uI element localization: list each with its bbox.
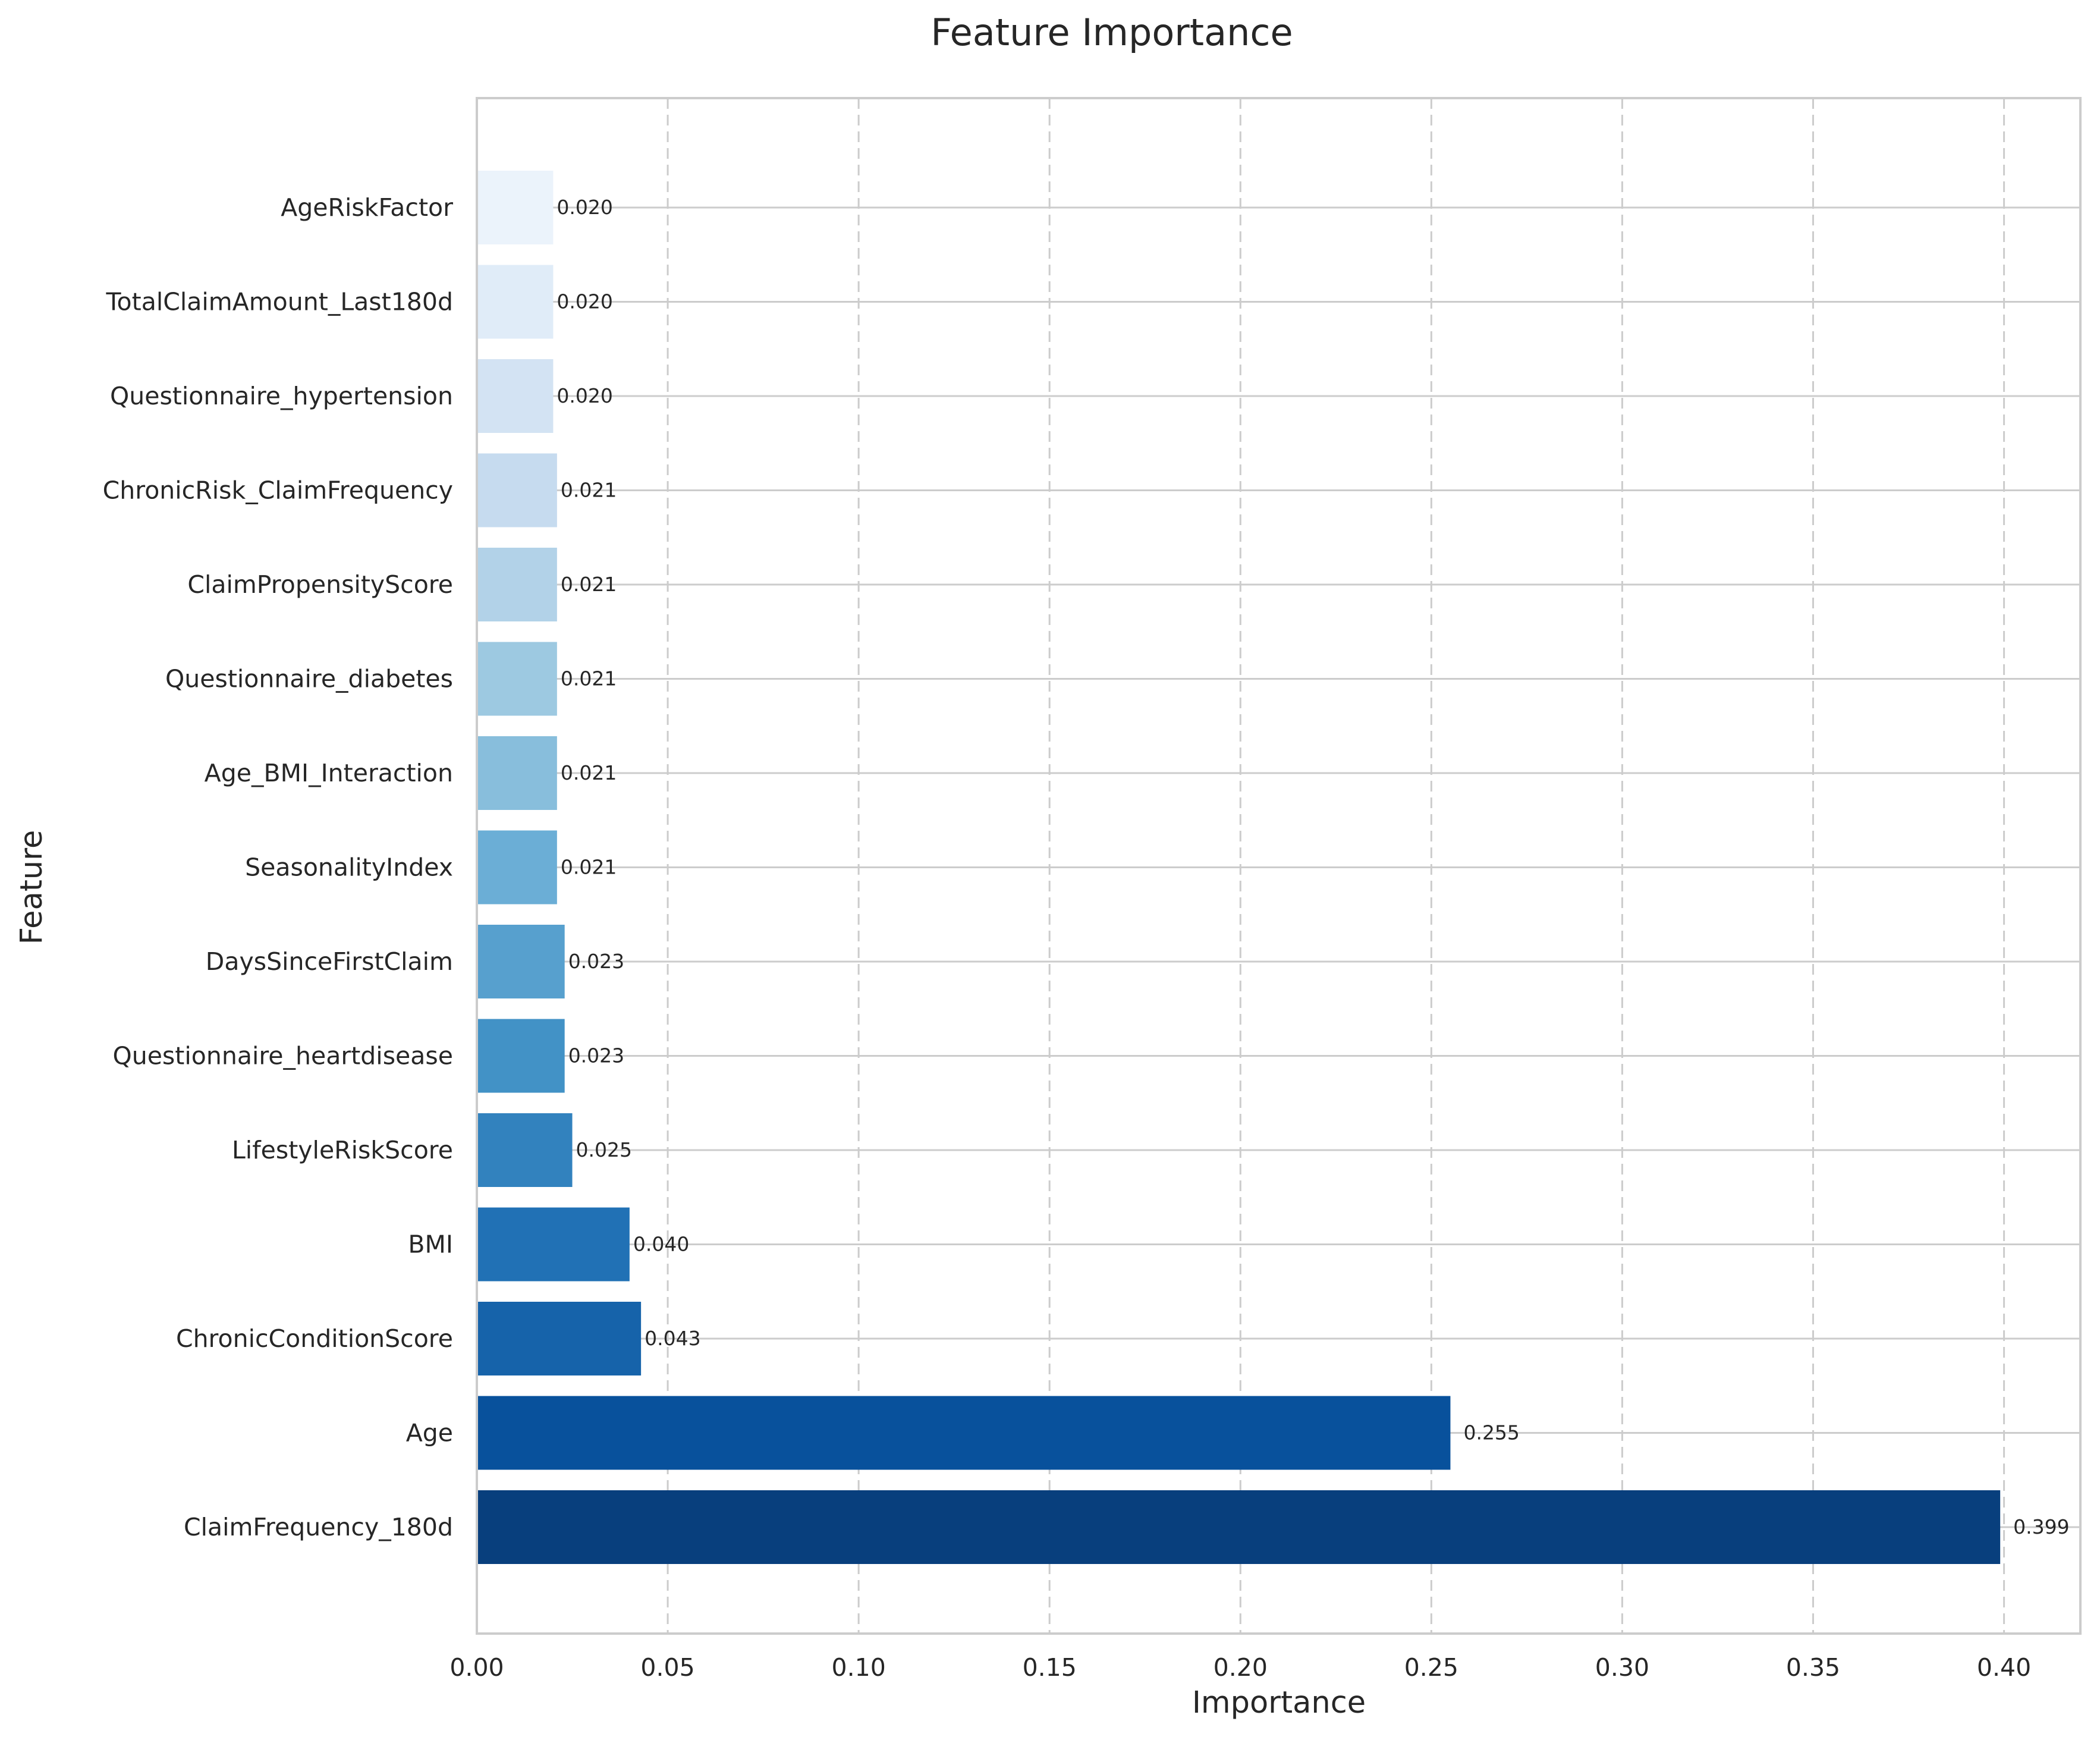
- bar: [477, 359, 554, 433]
- bar-value-label: 0.023: [568, 1044, 624, 1067]
- y-tick-label: SeasonalityIndex: [245, 853, 453, 882]
- bar-value-label: 0.021: [561, 479, 617, 502]
- x-tick-label: 0.30: [1595, 1653, 1649, 1682]
- bar: [477, 1396, 1451, 1470]
- x-tick-label: 0.05: [640, 1653, 694, 1682]
- bar: [477, 830, 557, 905]
- bar-value-label: 0.021: [561, 667, 617, 690]
- y-tick-label: Age: [406, 1419, 453, 1447]
- chart-title: Feature Importance: [930, 11, 1293, 54]
- bar-value-label: 0.040: [633, 1233, 689, 1256]
- bars: [477, 171, 2001, 1564]
- bar-value-label: 0.020: [557, 384, 612, 407]
- bar: [477, 171, 554, 244]
- bar-value-label: 0.021: [561, 856, 617, 879]
- bar: [477, 736, 557, 810]
- x-axis-label: Importance: [1192, 1685, 1366, 1720]
- y-tick-label: Questionnaire_heartdisease: [112, 1042, 453, 1070]
- y-tick-label: ChronicConditionScore: [176, 1324, 453, 1353]
- bar-value-label: 0.021: [561, 573, 617, 596]
- bar: [477, 548, 557, 621]
- y-tick-label: BMI: [408, 1230, 453, 1259]
- bar-value-label: 0.255: [1463, 1421, 1519, 1444]
- bar-value-label: 0.021: [561, 761, 617, 784]
- bar-value-label: 0.399: [2013, 1515, 2069, 1538]
- bar: [477, 1490, 2001, 1564]
- y-tick-label: ClaimFrequency_180d: [184, 1513, 453, 1541]
- bar: [477, 453, 557, 527]
- y-tick-label: Questionnaire_hypertension: [110, 382, 453, 410]
- bar-value-label: 0.025: [576, 1138, 632, 1161]
- y-axis-label: Feature: [14, 830, 49, 945]
- y-tick-label: LifestyleRiskScore: [232, 1136, 453, 1164]
- plot-frame: [476, 97, 2082, 1635]
- x-tick-label: 0.20: [1214, 1653, 1268, 1682]
- bar: [477, 925, 565, 998]
- x-tick-label: 0.25: [1404, 1653, 1458, 1682]
- bar-value-labels: 0.399 0.255 0.043 0.040 0.025 0.023 0.023 0.021…: [557, 196, 2069, 1538]
- bar-value-label: 0.023: [568, 950, 624, 973]
- bar-value-label: 0.020: [557, 290, 612, 313]
- y-tick-label: Age_BMI_Interaction: [205, 759, 453, 787]
- y-tick-labels: ClaimFrequency_180d Age ChronicConditionSc…: [103, 193, 453, 1541]
- bar: [477, 1207, 630, 1282]
- bar: [477, 642, 557, 716]
- bar-value-label: 0.043: [645, 1327, 700, 1350]
- y-tick-label: TotalClaimAmount_Last180d: [105, 288, 453, 316]
- x-tick-labels: 0.00 0.05 0.10 0.15 0.20 0.25 0.30 0.35 0.40: [449, 1653, 2031, 1682]
- x-tick-label: 0.40: [1977, 1653, 2031, 1682]
- x-tick-label: 0.15: [1023, 1653, 1077, 1682]
- y-tick-label: ClaimPropensityScore: [187, 570, 453, 599]
- y-tick-label: ChronicRisk_ClaimFrequency: [103, 476, 453, 505]
- bar: [477, 1019, 565, 1093]
- bar: [477, 265, 554, 339]
- x-tick-label: 0.35: [1786, 1653, 1840, 1682]
- x-tick-label: 0.10: [831, 1653, 885, 1682]
- y-tick-label: Questionnaire_diabetes: [165, 665, 453, 693]
- bar: [477, 1302, 642, 1375]
- y-tick-label: DaysSinceFirstClaim: [206, 947, 453, 976]
- x-tick-label: 0.00: [449, 1653, 504, 1682]
- bar: [477, 1113, 573, 1187]
- bar-value-label: 0.020: [557, 196, 612, 219]
- y-tick-label: AgeRiskFactor: [281, 193, 453, 222]
